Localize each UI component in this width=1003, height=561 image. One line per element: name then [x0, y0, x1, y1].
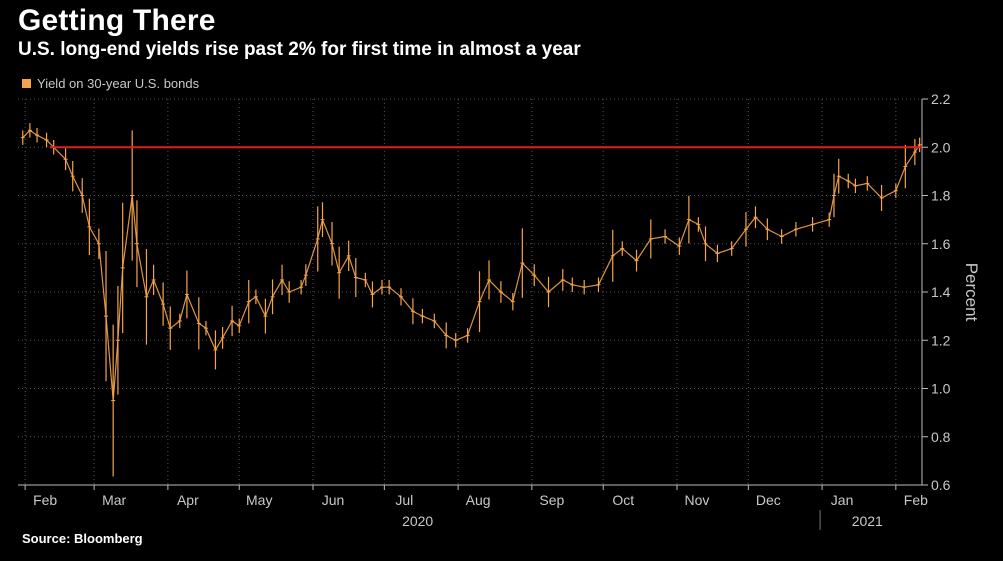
y-tick-label: 1.0 — [931, 381, 951, 397]
x-tick-label: Dec — [756, 492, 781, 508]
x-tick-label: Feb — [904, 492, 928, 508]
x-tick-label: Aug — [466, 492, 491, 508]
x-tick-label: Oct — [612, 492, 634, 508]
year-label: 2021 — [852, 513, 883, 529]
x-tick-label: Jan — [831, 492, 854, 508]
y-tick-label: 2.0 — [931, 139, 951, 155]
y-tick-label: 1.8 — [931, 188, 951, 204]
y-tick-label: 0.8 — [931, 429, 951, 445]
y-axis-title: Percent — [962, 263, 981, 322]
series-line — [22, 129, 921, 401]
x-tick-label: Apr — [177, 492, 199, 508]
legend-label: Yield on 30-year U.S. bonds — [37, 76, 200, 91]
y-tick-label: 2.2 — [931, 91, 951, 107]
y-tick-label: 1.2 — [931, 332, 951, 348]
legend-swatch — [22, 79, 31, 88]
x-tick-label: Sep — [539, 492, 564, 508]
year-label: 2020 — [402, 513, 433, 529]
y-tick-label: 1.4 — [931, 284, 951, 300]
x-tick-label: Jun — [322, 492, 345, 508]
x-tick-label: May — [246, 492, 272, 508]
x-tick-label: Nov — [685, 492, 710, 508]
source-note: Source: Bloomberg — [22, 531, 143, 546]
legend: Yield on 30-year U.S. bonds — [22, 76, 199, 91]
x-tick-label: Jul — [395, 492, 413, 508]
chart-subtitle: U.S. long-end yields rise past 2% for fi… — [18, 39, 581, 60]
y-tick-label: 0.6 — [931, 477, 951, 493]
y-tick-label: 1.6 — [931, 236, 951, 252]
chart-title: Getting There — [18, 4, 216, 37]
x-tick-label: Mar — [102, 492, 126, 508]
x-tick-label: Feb — [33, 492, 57, 508]
